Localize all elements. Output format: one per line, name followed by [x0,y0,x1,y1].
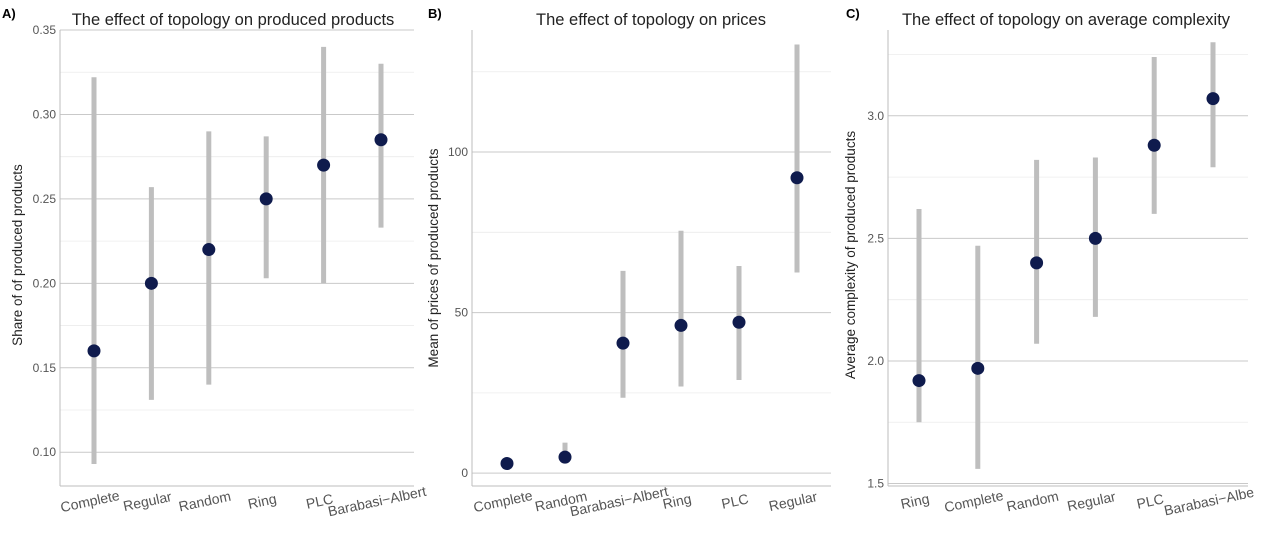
panel-c-gridlines [887,30,1248,487]
panel-c-ytick-label-2: 2.5 [867,231,884,245]
panel-b-letter: B) [428,6,442,21]
panel-a-ytick-label-0: 0.10 [33,445,57,459]
panel-a: A) The effect of topology on produced pr… [2,6,428,519]
panel-b-point-5 [790,171,804,185]
panel-c-point-3 [1088,231,1102,245]
panel-a-point-3 [259,192,273,206]
panel-a-ytick-label-5: 0.35 [33,23,57,37]
panel-c-ytick-label-3: 3.0 [867,109,884,123]
panel-b-marks [500,44,804,471]
panel-c-xtick-label-5: Barabasi−Albe [1163,484,1256,519]
panel-c-xtick-label-4: PLC [1135,490,1165,511]
panel-c-xtick-label-3: Regular [1066,488,1118,514]
panel-c-point-5 [1206,92,1220,106]
panel-c-point-1 [971,361,985,375]
panel-b-point-0 [500,457,514,471]
panel-b-xtick-label-0: Complete [472,487,534,515]
panel-a-point-4 [317,158,331,172]
panel-c-tick-labels: 1.5 2.0 2.5 3.0 Ring Complete Random Regular PLC… [867,109,1255,519]
panel-c-letter: C) [846,6,860,21]
panel-b-y-axis-label: Mean of prices of produced products [426,148,441,367]
panel-b-ytick-label-2: 100 [448,145,468,159]
panel-a-xtick-label-2: Random [177,488,232,515]
panel-a-point-0 [87,344,101,358]
panel-b-xtick-label-4: PLC [720,490,750,511]
panel-b-point-4 [732,315,746,329]
panel-c-xtick-label-0: Ring [899,490,930,512]
panel-a-gridlines [59,29,414,487]
panel-a-xtick-label-3: Ring [246,490,277,512]
panel-c-point-2 [1030,256,1044,270]
panel-c-y-axis-label: Average complexity of produced products [843,131,858,379]
panel-a-marks [87,46,388,465]
panel-a-letter: A) [2,6,16,21]
panel-a-ytick-label-3: 0.25 [33,192,57,206]
panel-c-point-4 [1147,138,1161,152]
panel-b-ytick-label-0: 0 [461,466,468,480]
panel-c-xtick-label-1: Complete [943,487,1005,515]
panel-c-title: The effect of topology on average comple… [902,11,1231,29]
panel-a-point-2 [202,243,216,257]
panel-a-ytick-label-1: 0.15 [33,361,57,375]
panel-a-ytick-label-2: 0.20 [33,276,57,290]
panel-b-point-1 [558,450,572,464]
panel-a-y-axis-label: Share of of produced products [10,164,25,346]
panel-b-point-3 [674,318,688,332]
panel-c-marks [912,42,1220,469]
panel-a-xtick-label-5: Barabasi−Albert [326,483,427,519]
panel-b-gridlines [471,30,831,487]
panel-b-xtick-label-5: Regular [767,488,819,514]
panel-a-title: The effect of topology on produced produ… [72,11,395,29]
panel-b: B) The effect of topology on prices Mean… [426,6,831,519]
panel-a-ytick-label-4: 0.30 [33,107,57,121]
panel-c: C) The effect of topology on average com… [843,6,1256,518]
panel-c-point-0 [912,374,926,388]
panel-c-ytick-label-1: 2.0 [867,354,884,368]
panel-c-xtick-label-2: Random [1005,488,1060,515]
panel-b-xtick-label-3: Ring [661,490,692,512]
panel-b-ytick-label-1: 50 [455,306,469,320]
panel-a-point-5 [374,133,388,147]
panel-a-xtick-label-0: Complete [59,487,121,515]
panel-b-title: The effect of topology on prices [536,11,766,29]
panel-a-xtick-label-1: Regular [122,488,174,514]
panel-c-ytick-label-0: 1.5 [867,477,884,491]
panel-a-point-1 [144,276,158,290]
panel-b-point-2 [616,336,630,350]
panel-a-xtick-label-4: PLC [305,490,335,511]
